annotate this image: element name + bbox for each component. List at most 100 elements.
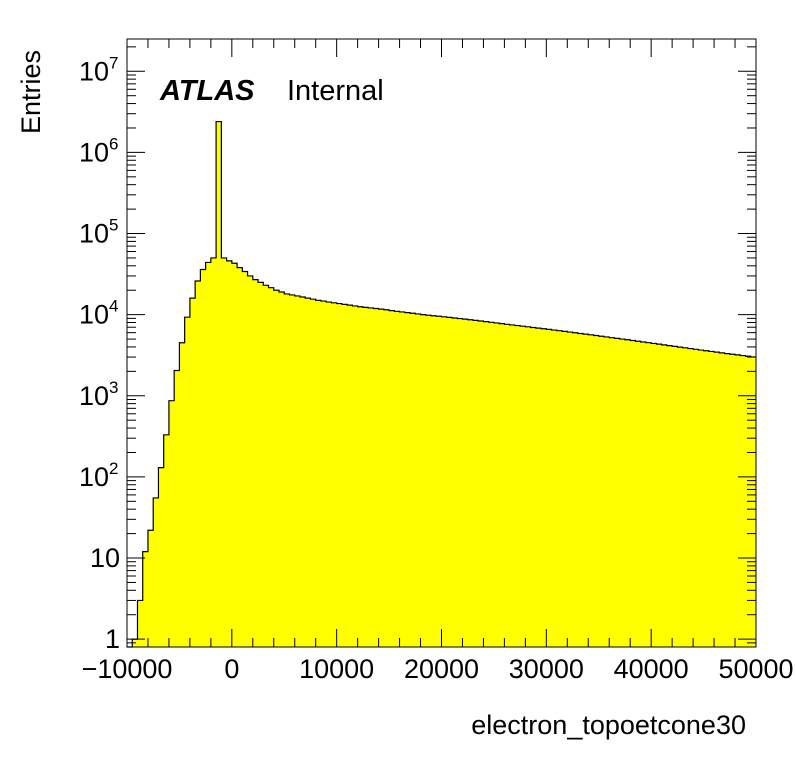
histogram-bin [645,342,652,647]
histogram-bin [347,305,353,647]
histogram-bin [577,333,584,647]
y-tick-label: 104 [79,297,119,330]
histogram-bin [420,314,427,647]
y-tick-label: 1 [105,624,120,654]
histogram-bin [541,328,547,647]
y-tick-labels: 1 10 102 103 104 105 106 107 [79,53,120,654]
histogram-bin [624,339,631,647]
histogram-bin [284,293,290,647]
histogram-bin [462,319,469,647]
histogram-bin [535,328,542,647]
histogram-bin [268,287,275,647]
x-axis-title: electron_topoetcone30 [471,710,746,740]
y-axis-title: Entries [16,50,46,134]
histogram-bin [247,275,254,647]
histogram-bin [205,262,212,647]
histogram-bin [373,308,379,647]
histogram-bin [703,350,710,647]
histogram-bin [137,600,144,647]
histogram-bin [567,332,573,647]
histogram-bin [425,315,432,647]
histogram-bin [467,319,474,647]
y-tick-label: 107 [79,53,119,86]
histogram-bin [666,345,673,647]
histogram-bin [299,297,306,647]
histogram-bin [258,282,264,647]
histogram-bin [619,339,626,647]
x-tick-label: 50000 [718,654,793,684]
y-tick-label: 105 [79,216,119,249]
histogram-bin [147,530,154,647]
histogram-bin [431,315,437,647]
histogram-bin [315,300,322,647]
histogram-bin [593,335,600,647]
histogram-bin [415,313,421,647]
histogram-bin [221,257,227,647]
histogram-bin [368,307,374,647]
histogram-bin [451,317,458,647]
histogram-bin [514,325,521,647]
histogram-bin [210,257,217,647]
y-tick-label: 102 [79,459,119,492]
histogram-bin [378,309,385,647]
histogram-bin [682,347,689,647]
histogram-bin [735,354,741,647]
histogram-bin [598,336,605,647]
histogram-bin [640,342,647,647]
histogram-bin [583,334,589,647]
atlas-label: ATLAS [159,75,255,107]
histogram-bin [216,121,222,648]
histogram-bin [410,313,416,647]
histogram-bin [352,305,359,647]
x-tick-labels: −10000 0 10000 20000 30000 40000 50000 [82,654,794,684]
histogram-bin [525,326,532,647]
histogram-bin [336,303,343,647]
histogram-bin [562,331,568,647]
histogram-bin [677,347,684,647]
histogram-bin [698,350,704,647]
histogram-bin [242,271,248,647]
histogram-bin [509,324,516,647]
histogram-bin [394,311,400,647]
histogram-bars [127,120,757,648]
axis-ticks [126,39,757,648]
x-tick-label: 40000 [614,654,689,684]
y-tick-label: 103 [79,378,119,411]
histogram-bin [195,280,201,647]
histogram-bin [331,302,338,647]
histogram-bin [719,352,725,647]
histogram-bin [551,330,558,647]
histogram-bin [672,346,678,647]
histogram-bin [457,318,463,647]
histogram-bin [320,301,327,647]
histogram-bin [603,336,610,647]
histogram-bin [635,341,642,647]
histogram-bin [546,329,552,647]
histogram-bin [724,353,731,647]
histogram-bin [588,334,594,647]
histogram-bin [357,306,364,647]
histogram-bin [200,269,207,647]
histogram-bin [630,340,636,647]
histogram-bin [273,290,280,647]
histogram-bin [226,260,233,647]
histogram-bin [237,267,243,647]
histogram-bin [310,299,317,647]
histogram-bin [609,337,615,647]
histogram-bin [750,356,757,647]
histogram-bin [614,338,621,647]
histogram-bin [520,326,526,647]
histogram-bin [493,322,500,647]
histogram-bin [168,400,175,647]
histogram-bin [651,343,657,647]
x-tick-label: 20000 [404,654,479,684]
histogram-bin [189,298,196,647]
x-tick-label: 0 [224,654,239,684]
histogram-bin [163,434,170,647]
y-tick-label: 10 [90,543,120,573]
histogram-bin [729,354,736,647]
histogram-bin [478,321,484,647]
histogram-bin [441,316,448,647]
histogram-bin [572,332,579,647]
histogram-bin [326,302,332,647]
